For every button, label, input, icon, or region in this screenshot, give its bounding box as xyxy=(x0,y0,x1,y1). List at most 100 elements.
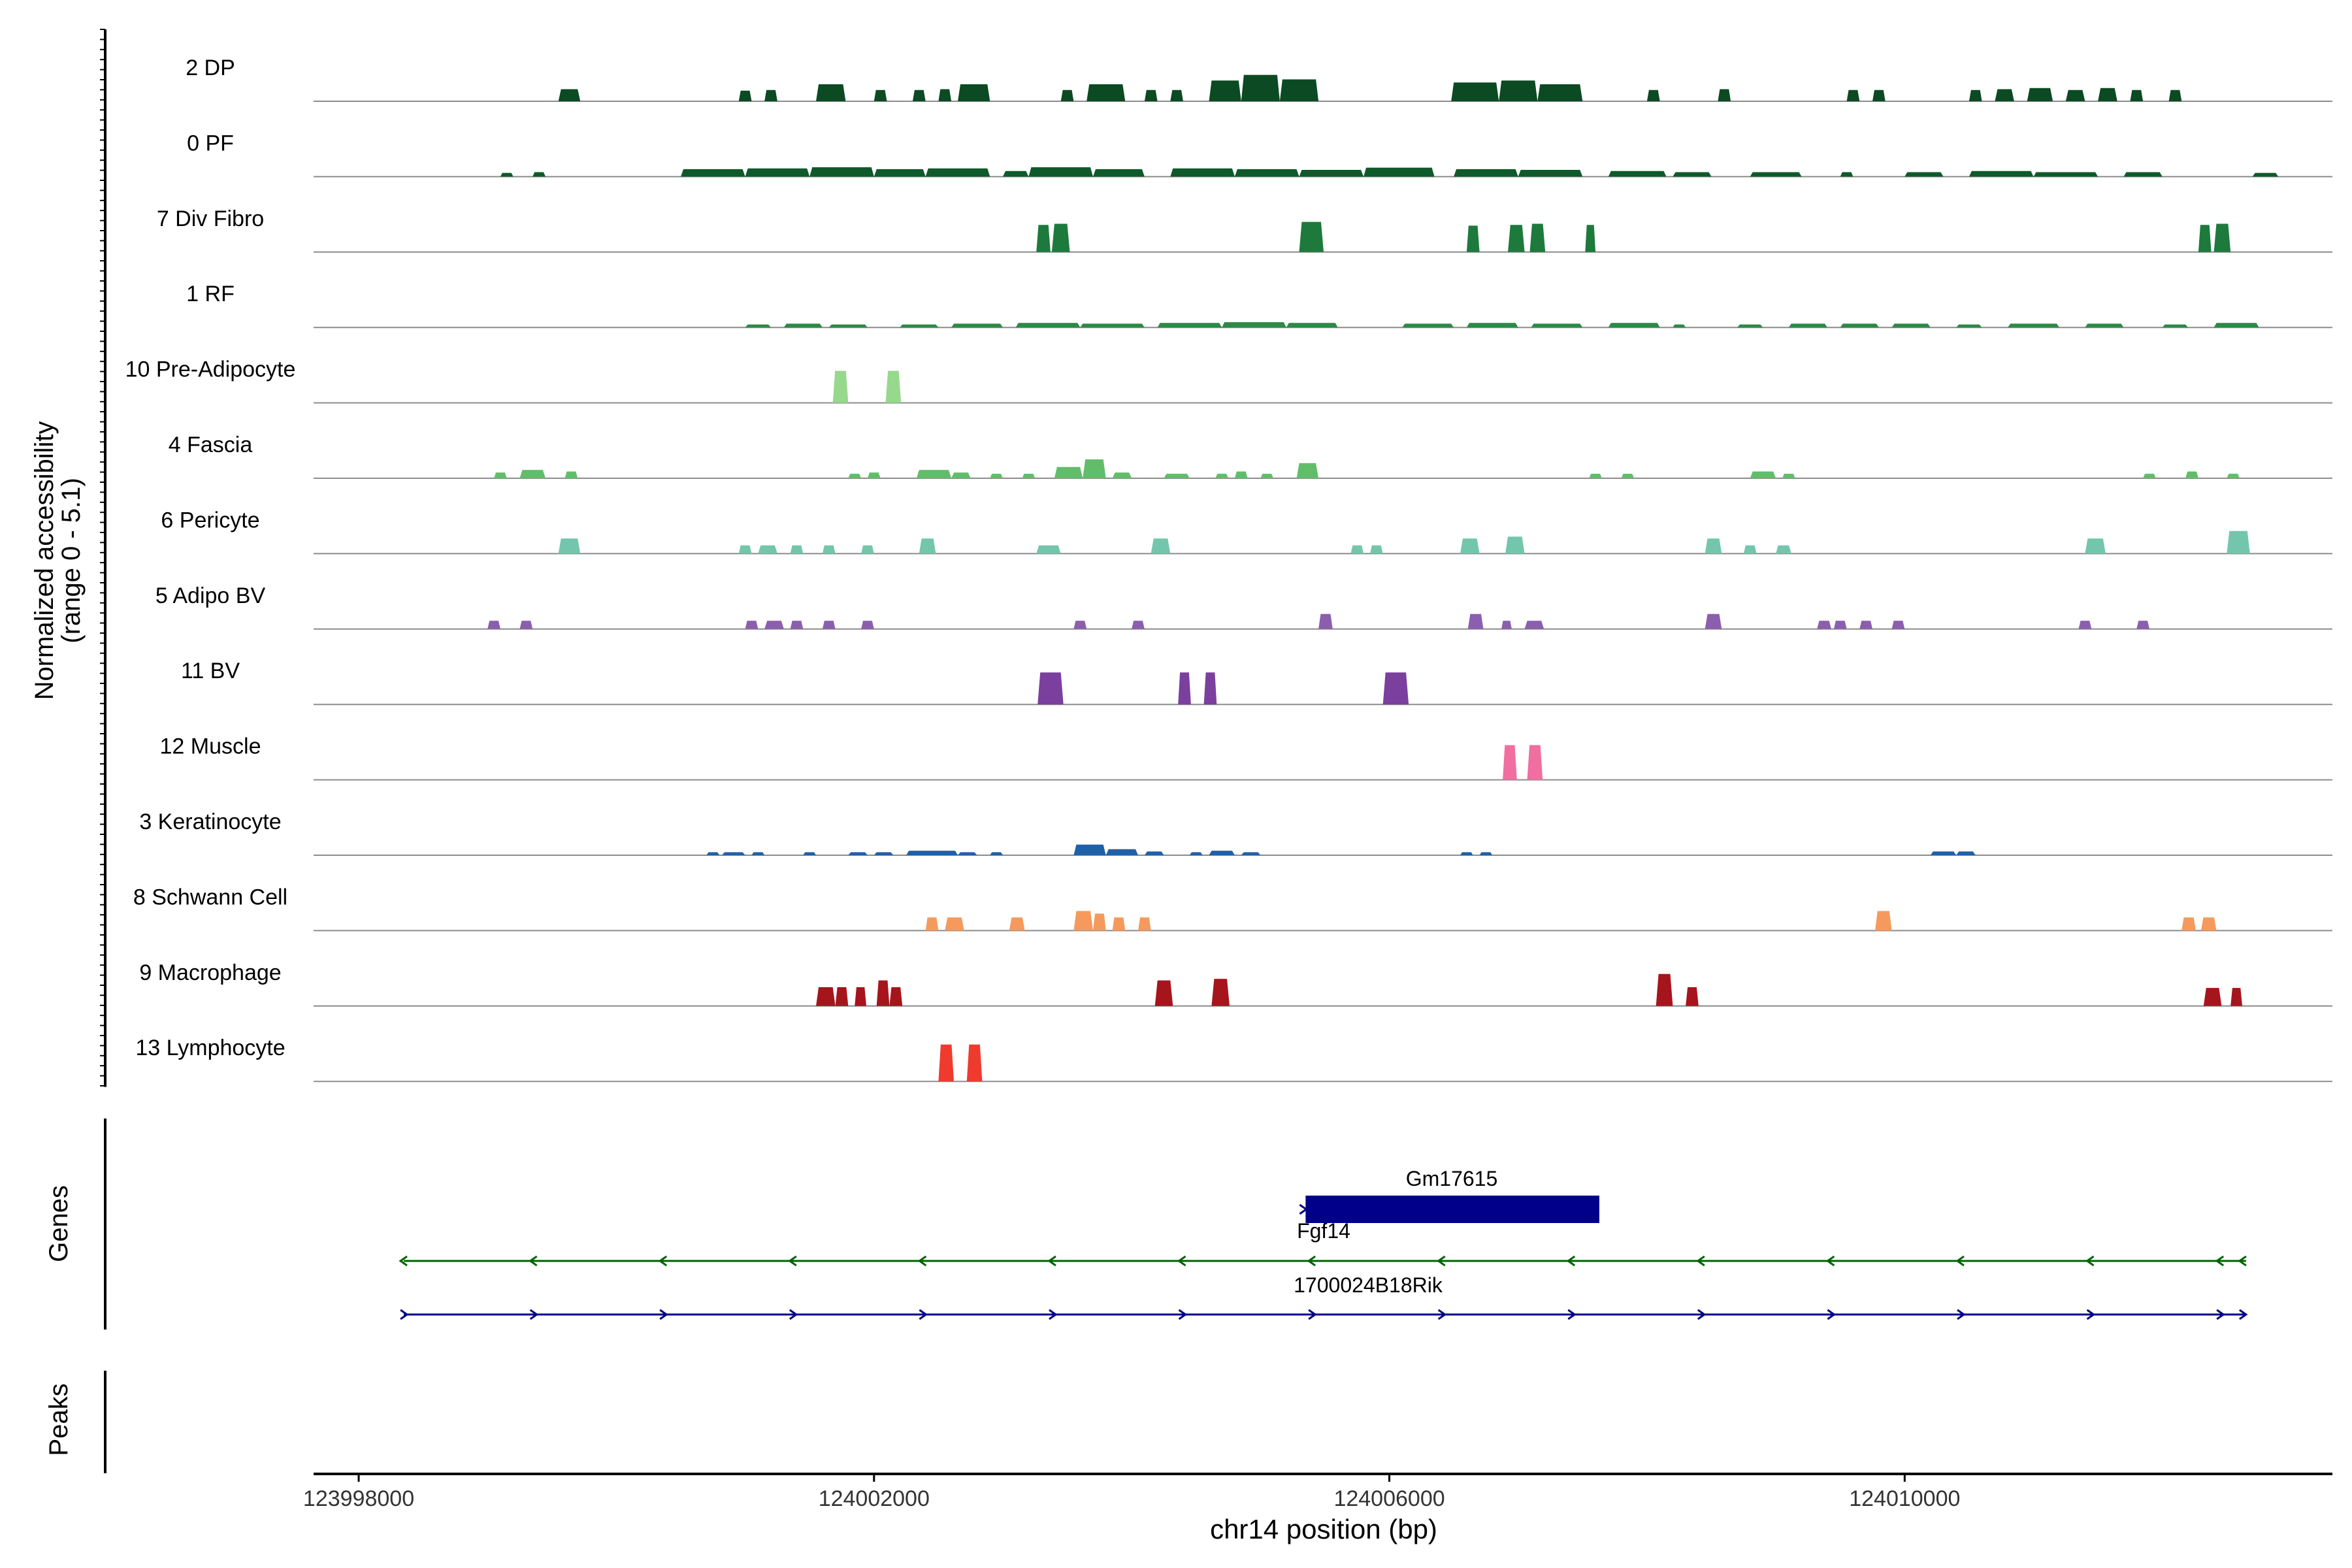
coverage-peak xyxy=(832,370,849,403)
coverage-peak xyxy=(1083,459,1106,478)
coverage-peak xyxy=(874,90,887,101)
coverage-peak xyxy=(1086,84,1126,101)
gene: 1700024B18Rik xyxy=(400,1273,2248,1320)
strand-chevron xyxy=(1437,1255,1446,1267)
coverage-peak xyxy=(885,370,902,403)
coverage-peak xyxy=(745,621,759,629)
coverage-peak xyxy=(2085,323,2124,328)
coverage-peak xyxy=(938,89,952,101)
coverage-peak xyxy=(1144,851,1164,855)
coverage-peak xyxy=(1003,171,1029,177)
track: 13 Lymphocyte xyxy=(135,1036,2332,1083)
coverage-peak xyxy=(2200,917,2217,931)
coverage-peak xyxy=(1705,538,1722,554)
coverage-peak xyxy=(1051,223,1070,252)
coverage-peak xyxy=(1479,852,1493,855)
strand-chevron xyxy=(1566,1255,1576,1267)
coverage-peak xyxy=(1157,323,1222,328)
strand-chevron xyxy=(2085,1255,2095,1267)
coverage-peak xyxy=(2027,88,2053,101)
x-axis: 123998000 124002000 124006000 124010000 xyxy=(303,1473,2332,1511)
coverage-peak xyxy=(803,852,816,855)
track-label: 2 DP xyxy=(186,56,235,80)
track-label: 6 Pericyte xyxy=(161,508,259,532)
coverage-peak xyxy=(951,323,1003,328)
coverage-peak xyxy=(828,324,868,328)
coverage-peak xyxy=(1518,170,1583,177)
coverage-peak xyxy=(1105,849,1138,855)
coverage-peak xyxy=(758,545,777,554)
coverage-peak xyxy=(1080,323,1145,328)
coverage-peak xyxy=(1968,171,2034,177)
coverage-peak xyxy=(1402,323,1454,328)
track: 1 RF xyxy=(186,282,2332,329)
coverage-peak xyxy=(874,852,894,855)
coverage-peak xyxy=(519,470,546,478)
coverage-peak xyxy=(906,851,958,855)
coverage-peak xyxy=(738,545,752,554)
coverage-peak xyxy=(2213,323,2259,328)
coverage-peak xyxy=(916,470,952,478)
coverage-peak xyxy=(1364,167,1435,177)
coverage-peak xyxy=(958,84,990,101)
coverage-peak xyxy=(1093,913,1106,931)
coverage-peak xyxy=(558,89,581,101)
coverage-peak xyxy=(1234,471,1248,478)
strand-chevron xyxy=(1437,1309,1447,1320)
coverage-peak xyxy=(1859,621,1872,629)
coverage-peak xyxy=(1222,322,1286,328)
coverage-peak xyxy=(1151,538,1171,554)
coverage-peak xyxy=(1318,613,1333,629)
coverage-peak xyxy=(1750,172,1802,177)
coverage-peak xyxy=(1891,621,1905,629)
coverage-peak xyxy=(2213,223,2231,252)
coverage-peak xyxy=(1466,225,1480,252)
coverage-peak xyxy=(2252,172,2279,177)
track-label: 7 Div Fibro xyxy=(157,206,264,231)
coverage-peak xyxy=(500,172,514,177)
x-axis-label: chr14 position (bp) xyxy=(1210,1514,1437,1544)
coverage-peak xyxy=(1817,621,1831,629)
coverage-peak xyxy=(1718,89,1731,101)
strand-chevron xyxy=(1696,1255,1705,1267)
coverage-peak xyxy=(519,621,533,629)
coverage-peak xyxy=(1956,851,1976,855)
coverage-peak xyxy=(790,621,804,629)
coverage-peak xyxy=(2098,88,2117,101)
coverage-peak xyxy=(1209,80,1241,101)
coverage-peak xyxy=(1299,221,1324,252)
coverage-peak xyxy=(876,980,890,1006)
coverage-peak xyxy=(1875,911,1892,931)
coverage-peak xyxy=(1241,74,1280,101)
coverage-peak xyxy=(1527,745,1543,780)
strand-chevron xyxy=(1825,1255,1835,1267)
coverage-peak xyxy=(558,538,581,554)
coverage-peak xyxy=(2008,323,2059,328)
gene-panel: Gm17615 Fgf14 1700024B18Rik xyxy=(104,1119,2248,1330)
track: 6 Pericyte xyxy=(161,508,2332,555)
x-tick-label: 124010000 xyxy=(1849,1486,1960,1511)
track: 10 Pre-Adipocyte xyxy=(125,357,2332,404)
coverage-peak xyxy=(2230,988,2242,1006)
coverage-peak xyxy=(1499,80,1538,101)
coverage-peak xyxy=(1840,323,1879,328)
coverage-peak xyxy=(990,852,1003,855)
strand-chevron xyxy=(1955,1255,1965,1267)
track-label: 11 BV xyxy=(181,659,240,683)
coverage-peak xyxy=(722,852,745,855)
gene: Fgf14 xyxy=(1297,1219,1350,1243)
coverage-peak xyxy=(1054,466,1083,478)
x-tick-label: 124002000 xyxy=(819,1486,930,1511)
coverage-peak xyxy=(1529,223,1546,252)
coverage-peak xyxy=(1138,917,1151,931)
coverage-peak xyxy=(1209,851,1235,855)
coverage-peak xyxy=(1673,324,1686,328)
strand-chevron xyxy=(917,1255,927,1267)
coverage-peak xyxy=(1144,90,1158,101)
coverage-peak xyxy=(2227,531,2250,554)
coverage-peak xyxy=(848,474,862,478)
coverage-peak xyxy=(919,538,936,554)
coverage-peak xyxy=(1073,911,1093,931)
coverage-peak xyxy=(2181,917,2196,931)
coverage-peak xyxy=(1501,621,1512,629)
